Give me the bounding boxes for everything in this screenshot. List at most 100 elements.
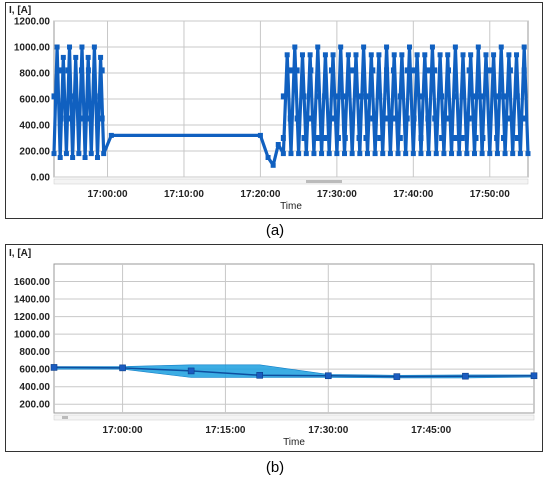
y-tick-label: 0.00	[31, 173, 51, 184]
data-point	[521, 67, 527, 74]
data-point	[418, 151, 424, 157]
data-point	[452, 44, 458, 50]
data-point	[372, 151, 378, 157]
data-point	[433, 151, 439, 157]
data-point	[287, 115, 293, 122]
y-tick-label: 800.00	[19, 69, 50, 80]
y-tick-label: 1400.00	[14, 295, 51, 306]
data-point	[384, 115, 390, 122]
data-point	[353, 52, 359, 58]
data-point	[76, 151, 82, 157]
data-point	[315, 44, 321, 50]
data-point	[456, 151, 462, 157]
data-point	[256, 372, 264, 379]
data-point	[418, 93, 424, 100]
data-point	[376, 52, 382, 58]
data-point	[288, 151, 294, 157]
y-axis-label: I, [A]	[9, 248, 31, 259]
data-point	[91, 44, 97, 50]
data-point	[98, 54, 104, 60]
data-point	[483, 52, 489, 58]
data-point	[487, 151, 493, 157]
data-point	[521, 44, 527, 50]
y-tick-label: 1000.00	[14, 330, 51, 341]
data-point	[79, 67, 85, 74]
y-tick-label: 600.00	[19, 95, 50, 106]
data-point	[99, 115, 105, 122]
y-tick-label: 200.00	[19, 147, 50, 158]
data-point	[390, 115, 396, 122]
y-tick-label: 1200.00	[14, 312, 51, 323]
data-point	[521, 115, 527, 122]
data-point	[525, 151, 531, 157]
y-tick-label: 1000.00	[14, 43, 51, 54]
data-point	[368, 52, 374, 58]
data-point	[51, 93, 57, 100]
data-point	[63, 151, 69, 157]
y-tick-label: 200.00	[19, 400, 50, 411]
data-point	[390, 67, 396, 74]
data-point	[308, 67, 314, 74]
x-tick-label: 17:40:00	[393, 189, 433, 200]
data-point	[514, 52, 520, 58]
x-tick-label: 17:15:00	[205, 425, 245, 436]
data-point	[187, 367, 195, 375]
data-point	[280, 93, 286, 100]
data-point	[319, 151, 325, 157]
data-point	[94, 155, 100, 160]
data-point	[334, 151, 340, 157]
data-point	[363, 93, 369, 100]
data-point	[445, 52, 451, 58]
data-point	[342, 93, 348, 100]
data-point	[329, 115, 335, 122]
data-point	[507, 67, 513, 74]
data-point	[85, 67, 91, 74]
data-point	[487, 115, 493, 122]
data-point	[119, 364, 126, 372]
x-tick-label: 17:50:00	[470, 189, 510, 200]
chart-panel-b: 1600.00 1400.00 1200.00 1000.00 800.00 600.00…	[5, 244, 543, 452]
data-point	[335, 135, 341, 141]
data-point	[473, 135, 479, 141]
data-point	[65, 67, 71, 74]
data-point	[391, 52, 397, 58]
data-point	[418, 135, 424, 141]
plot-frame	[53, 263, 535, 414]
data-point	[452, 93, 458, 100]
y-tick-label: 800.00	[19, 347, 50, 358]
data-point	[403, 151, 409, 157]
data-point	[425, 115, 431, 122]
data-point	[380, 151, 386, 157]
data-point	[407, 44, 412, 50]
data-point	[510, 151, 516, 157]
data-point	[480, 135, 486, 141]
data-point	[299, 52, 305, 58]
y-tick-label: 1200.00	[14, 17, 51, 28]
data-point	[370, 67, 376, 74]
data-point	[479, 151, 485, 157]
data-point	[322, 135, 328, 141]
data-point	[507, 115, 513, 122]
data-point	[322, 93, 328, 100]
data-point	[462, 372, 469, 380]
y-tick-label: 600.00	[19, 365, 50, 376]
data-point	[335, 93, 341, 100]
data-point	[466, 67, 472, 74]
data-point	[92, 93, 98, 100]
data-point	[404, 115, 410, 122]
data-point	[449, 151, 455, 157]
data-point	[70, 155, 76, 160]
data-point	[487, 67, 493, 74]
data-point	[294, 67, 300, 74]
data-point	[363, 135, 369, 141]
data-point	[432, 67, 438, 74]
data-point	[464, 151, 470, 157]
x-tick-label: 17:30:00	[317, 189, 357, 200]
data-point	[387, 151, 393, 157]
data-point	[280, 135, 286, 141]
data-point	[79, 44, 85, 50]
data-point	[50, 364, 58, 371]
data-point	[411, 67, 417, 74]
data-point	[514, 93, 520, 100]
data-point	[426, 151, 432, 157]
